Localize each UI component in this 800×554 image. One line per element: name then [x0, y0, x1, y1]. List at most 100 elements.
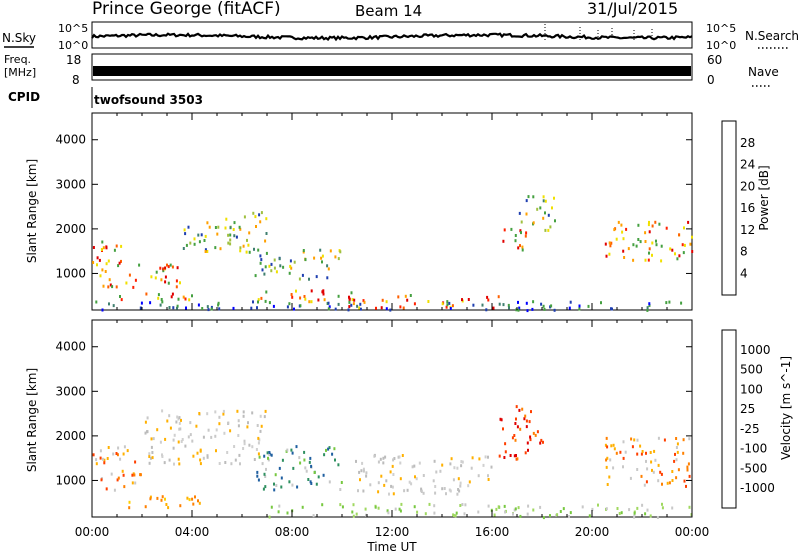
scatter-cell	[322, 473, 325, 477]
y-tick-label: 2000	[55, 429, 86, 443]
scatter-cell	[649, 514, 652, 518]
scatter-cell	[352, 514, 355, 518]
scatter-cell	[146, 416, 149, 420]
scatter-cell	[307, 478, 310, 481]
scatter-cell	[187, 225, 190, 229]
scatter-cell	[497, 505, 500, 509]
scatter-cell	[362, 299, 365, 303]
scatter-cell	[610, 444, 613, 448]
scatter-cell	[507, 303, 510, 307]
scatter-cell	[334, 307, 337, 311]
scatter-cell	[149, 495, 152, 499]
scatter-cell	[248, 231, 251, 235]
scatter-cell	[399, 305, 402, 309]
scatter-cell	[310, 482, 313, 485]
scatter-cell	[622, 440, 625, 444]
scatter-cell	[385, 307, 388, 311]
scatter-cell	[218, 415, 221, 419]
scatter-cell	[103, 461, 106, 465]
scatter-cell	[155, 270, 158, 274]
nave-label: Nave	[748, 65, 779, 79]
scatter-cell	[620, 223, 623, 227]
scatter-cell	[347, 308, 350, 312]
scatter-cell	[161, 455, 164, 458]
scatter-cell	[387, 511, 390, 515]
scatter-cell	[101, 308, 104, 312]
scatter-cell	[455, 511, 458, 515]
scatter-cell	[635, 244, 638, 248]
scatter-cell	[628, 508, 631, 512]
scatter-cell	[169, 263, 172, 267]
scatter-cell	[265, 232, 268, 235]
scatter-cell	[242, 410, 245, 414]
scatter-cell	[612, 466, 615, 470]
scatter-cell	[525, 231, 528, 235]
scatter-cell	[199, 448, 202, 452]
scatter-cell	[399, 461, 402, 465]
scatter-cell	[100, 248, 103, 251]
scatter-cell	[179, 427, 182, 431]
scatter-cell	[329, 249, 332, 253]
scatter-cell	[164, 275, 167, 279]
power-colorbar-label: Power [dB]	[757, 165, 771, 230]
scatter-cell	[385, 479, 388, 483]
scatter-cell	[161, 495, 164, 499]
scatter-cell	[532, 195, 535, 199]
scatter-cell	[373, 454, 376, 458]
scatter-cell	[433, 504, 436, 508]
scatter-cell	[401, 454, 404, 457]
scatter-cell	[657, 463, 660, 467]
y-tick-label: 4000	[55, 133, 86, 147]
scatter-cell	[119, 457, 122, 461]
scatter-cell	[107, 285, 110, 289]
scatter-cell	[288, 271, 291, 275]
scatter-cell	[188, 498, 191, 502]
scatter-cell	[259, 429, 262, 433]
scatter-cell	[482, 463, 485, 467]
scatter-cell	[660, 259, 663, 263]
scatter-cell	[328, 446, 331, 450]
scatter-cell	[200, 233, 203, 237]
scatter-cell	[253, 247, 255, 251]
scatter-cell	[321, 503, 324, 507]
scatter-cell	[648, 251, 650, 255]
scatter-cell	[274, 473, 277, 477]
scatter-cell	[270, 262, 273, 266]
scatter-cell	[123, 485, 126, 489]
scatter-cell	[503, 456, 506, 459]
scatter-cell	[487, 455, 489, 459]
scatter-cell	[351, 510, 354, 514]
scatter-cell	[526, 512, 529, 516]
scatter-cell	[247, 243, 250, 247]
scatter-cell	[629, 476, 632, 480]
scatter-cell	[308, 277, 310, 281]
scatter-cell	[643, 483, 646, 487]
scatter-cell	[202, 435, 205, 439]
scatter-cell	[517, 300, 519, 304]
scatter-cell	[113, 248, 116, 252]
velocity-axis: 1000 2000 3000 4000	[55, 320, 693, 517]
scatter-cell	[519, 244, 521, 248]
scatter-cell	[675, 476, 678, 480]
nsearch-label: N.Search	[745, 29, 799, 43]
scatter-cell	[609, 244, 612, 248]
scatter-cell	[298, 277, 301, 281]
scatter-cell	[185, 243, 188, 247]
scatter-cell	[497, 295, 500, 299]
scatter-cell	[291, 295, 294, 299]
scatter-cell	[257, 436, 260, 440]
scatter-cell	[267, 456, 269, 460]
scatter-cell	[181, 438, 184, 441]
scatter-cell	[264, 475, 267, 478]
scatter-cell	[256, 470, 259, 474]
scatter-cell	[651, 224, 654, 228]
scatter-cell	[408, 480, 411, 484]
scatter-cell	[461, 460, 464, 464]
scatter-cell	[411, 465, 414, 469]
scatter-cell	[568, 515, 570, 519]
scatter-cell	[120, 259, 122, 263]
scatter-cell	[581, 505, 584, 509]
scatter-cell	[108, 278, 111, 282]
scatter-cell	[218, 307, 221, 311]
colorbar-tick-label: 24	[740, 158, 755, 172]
